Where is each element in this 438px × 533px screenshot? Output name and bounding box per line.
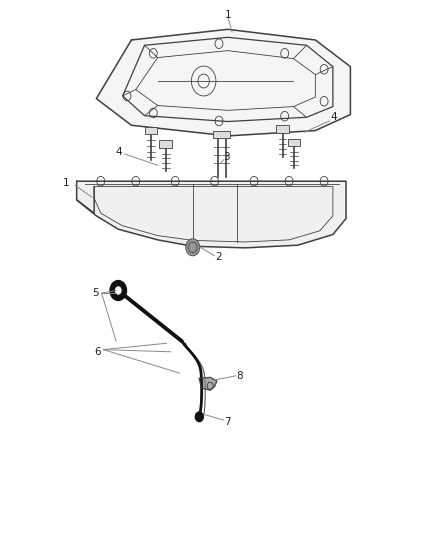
Text: 7: 7 (224, 417, 231, 427)
Text: 4: 4 (116, 148, 123, 157)
Text: 3: 3 (223, 152, 230, 161)
Bar (145, 127, 157, 134)
Polygon shape (96, 29, 350, 136)
Text: 1: 1 (224, 10, 231, 20)
Text: 8: 8 (237, 371, 244, 381)
Circle shape (186, 239, 200, 256)
Text: 1: 1 (63, 179, 70, 188)
Text: 6: 6 (94, 347, 101, 357)
Circle shape (114, 286, 122, 295)
Polygon shape (77, 181, 346, 248)
Text: 4: 4 (330, 112, 337, 122)
Circle shape (195, 412, 203, 422)
Text: 2: 2 (215, 252, 223, 262)
Circle shape (110, 281, 126, 300)
Bar (159, 140, 172, 148)
Polygon shape (199, 377, 217, 390)
Text: 5: 5 (92, 288, 99, 298)
Bar (288, 139, 300, 146)
Bar (213, 131, 230, 138)
Bar (276, 125, 289, 133)
